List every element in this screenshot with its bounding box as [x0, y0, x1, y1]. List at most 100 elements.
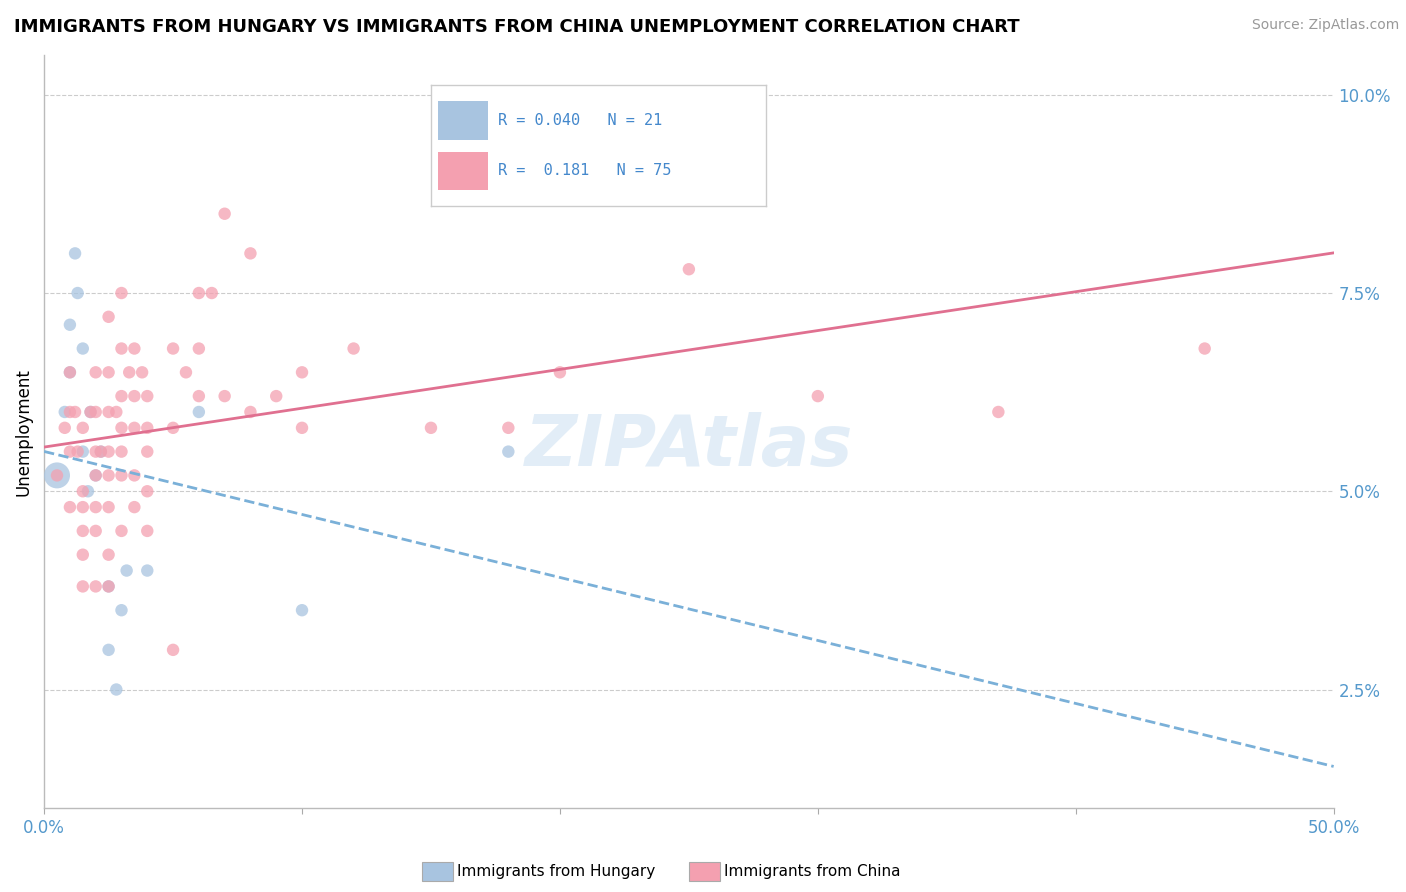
Point	[53, 405, 76, 419]
Point	[136, 444, 159, 458]
Point	[84, 468, 107, 483]
Point	[97, 310, 120, 324]
Point	[187, 389, 209, 403]
Point	[291, 603, 314, 617]
Point	[46, 468, 69, 483]
Point	[342, 342, 364, 356]
Point	[291, 365, 314, 379]
Point	[1194, 342, 1216, 356]
Point	[131, 365, 153, 379]
Point	[136, 421, 159, 435]
Point	[72, 548, 94, 562]
Point	[162, 342, 184, 356]
Point	[498, 444, 520, 458]
Y-axis label: Unemployment: Unemployment	[15, 368, 32, 496]
Point	[110, 389, 132, 403]
Point	[72, 484, 94, 499]
Point	[53, 421, 76, 435]
Point	[79, 405, 101, 419]
Text: Immigrants from China: Immigrants from China	[724, 864, 901, 879]
Point	[63, 405, 86, 419]
Point	[548, 365, 571, 379]
Point	[59, 365, 82, 379]
Point	[110, 468, 132, 483]
Point	[124, 468, 146, 483]
Point	[174, 365, 197, 379]
Point	[136, 564, 159, 578]
Point	[72, 342, 94, 356]
Point	[97, 548, 120, 562]
Point	[105, 405, 128, 419]
Point	[72, 579, 94, 593]
Point	[72, 500, 94, 515]
Point	[77, 484, 100, 499]
Point	[807, 389, 830, 403]
Point	[124, 500, 146, 515]
Point	[239, 405, 262, 419]
Point	[90, 444, 112, 458]
Point	[420, 421, 443, 435]
Point	[110, 444, 132, 458]
Text: IMMIGRANTS FROM HUNGARY VS IMMIGRANTS FROM CHINA UNEMPLOYMENT CORRELATION CHART: IMMIGRANTS FROM HUNGARY VS IMMIGRANTS FR…	[14, 18, 1019, 36]
Point	[110, 286, 132, 301]
Point	[136, 484, 159, 499]
Point	[987, 405, 1010, 419]
Point	[72, 421, 94, 435]
Point	[84, 579, 107, 593]
Point	[90, 444, 112, 458]
Point	[84, 444, 107, 458]
Point	[214, 207, 236, 221]
Point	[105, 682, 128, 697]
Point	[59, 365, 82, 379]
Point	[72, 524, 94, 538]
Point	[110, 342, 132, 356]
Point	[59, 318, 82, 332]
Point	[66, 444, 89, 458]
Point	[136, 524, 159, 538]
Point	[201, 286, 224, 301]
Point	[187, 286, 209, 301]
Point	[136, 389, 159, 403]
Point	[84, 405, 107, 419]
Point	[63, 246, 86, 260]
Point	[97, 579, 120, 593]
Point	[214, 389, 236, 403]
Point	[187, 342, 209, 356]
Point	[264, 389, 287, 403]
Point	[239, 246, 262, 260]
Point	[97, 468, 120, 483]
Point	[84, 500, 107, 515]
Point	[124, 389, 146, 403]
Point	[187, 405, 209, 419]
Point	[678, 262, 700, 277]
Text: Immigrants from Hungary: Immigrants from Hungary	[457, 864, 655, 879]
Point	[97, 579, 120, 593]
Point	[110, 603, 132, 617]
Point	[97, 405, 120, 419]
Text: Source: ZipAtlas.com: Source: ZipAtlas.com	[1251, 18, 1399, 32]
Point	[59, 405, 82, 419]
Point	[124, 342, 146, 356]
Point	[162, 643, 184, 657]
Point	[66, 286, 89, 301]
Text: ZIPAtlas: ZIPAtlas	[524, 412, 853, 482]
Point	[59, 444, 82, 458]
Point	[124, 421, 146, 435]
Point	[110, 421, 132, 435]
Point	[97, 643, 120, 657]
Point	[498, 421, 520, 435]
Point	[115, 564, 138, 578]
Point	[162, 421, 184, 435]
Point	[118, 365, 141, 379]
Point	[79, 405, 101, 419]
Point	[46, 468, 69, 483]
Point	[72, 444, 94, 458]
Point	[97, 444, 120, 458]
Point	[110, 524, 132, 538]
Point	[97, 500, 120, 515]
Point	[84, 524, 107, 538]
Point	[84, 365, 107, 379]
Point	[84, 468, 107, 483]
Point	[97, 365, 120, 379]
Point	[291, 421, 314, 435]
